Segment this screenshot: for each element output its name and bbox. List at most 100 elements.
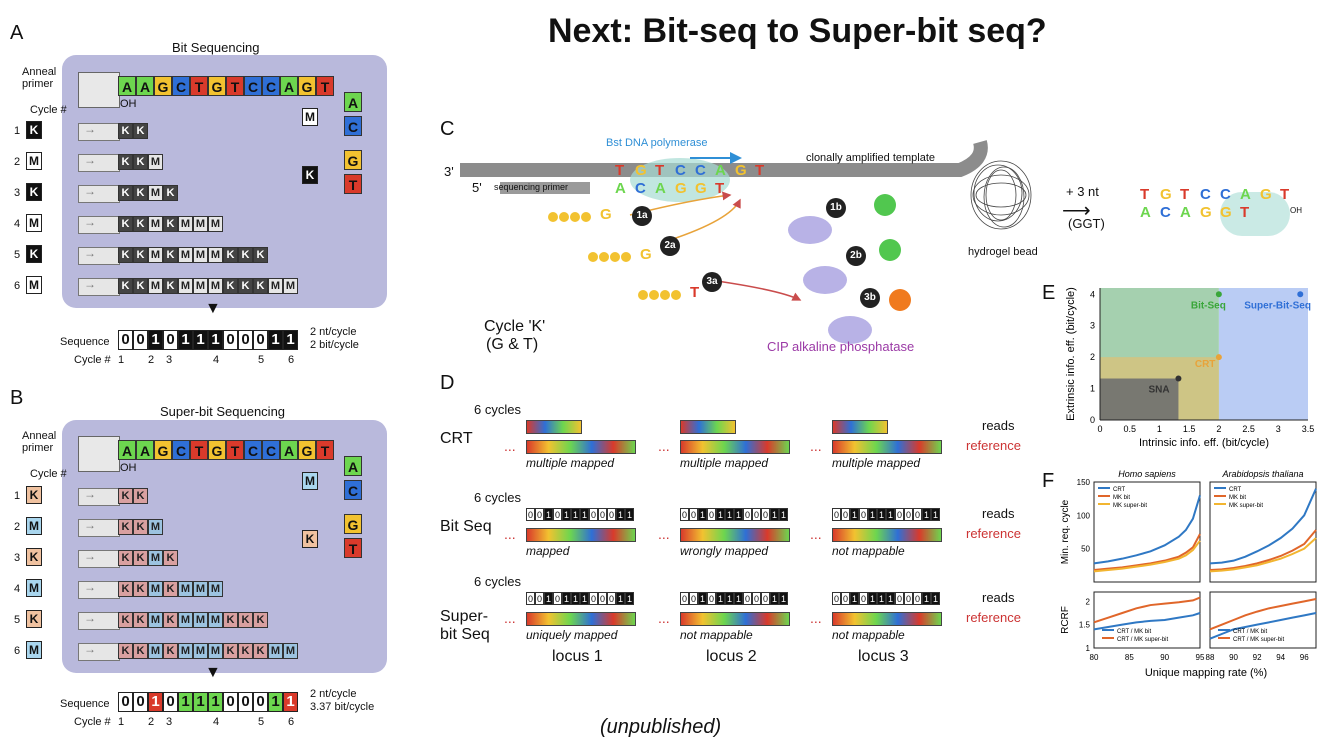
legend-entry: CRT / MK bit bbox=[1117, 629, 1151, 635]
extended-base: K bbox=[253, 247, 268, 263]
reference-bar bbox=[526, 612, 636, 626]
template-base: G bbox=[154, 76, 172, 96]
panel-d-label: D bbox=[440, 372, 455, 394]
series-line bbox=[1093, 540, 1201, 573]
extended-base: K bbox=[238, 612, 253, 628]
polymerase-label: Bst DNA polymerase bbox=[606, 137, 708, 149]
extended-base: M bbox=[148, 185, 163, 201]
strand-base: T bbox=[715, 180, 725, 197]
left-x-tick: 80 bbox=[1090, 653, 1099, 662]
read-bit: 1 bbox=[580, 592, 589, 605]
five-prime-label: 5' bbox=[472, 180, 482, 195]
extended-base: K bbox=[118, 612, 133, 628]
sequence-bit: 1 bbox=[148, 692, 163, 712]
template-base: A bbox=[136, 440, 154, 460]
sequence-bit: 0 bbox=[118, 692, 133, 712]
read-bit: 0 bbox=[535, 592, 544, 605]
sequence-bit: 1 bbox=[193, 692, 208, 712]
arrow-2a bbox=[669, 198, 741, 241]
read-bit: 0 bbox=[707, 508, 716, 521]
phosphatase-blob-2 bbox=[803, 266, 847, 294]
row-name: Bit Seq bbox=[440, 518, 492, 535]
read-bit: 0 bbox=[707, 592, 716, 605]
extended-base: M bbox=[178, 216, 193, 232]
cycle-arrow-icon: → bbox=[84, 580, 96, 594]
dots-separator: ... bbox=[504, 438, 516, 454]
panel-b-title: Super-bit Sequencing bbox=[160, 404, 286, 419]
rate-a-1: 2 nt/cycle bbox=[310, 326, 357, 338]
extended-base: K bbox=[133, 185, 148, 201]
extended-base: K bbox=[163, 247, 178, 263]
strand-base: G bbox=[1220, 204, 1232, 221]
cycle-number-label: 5 bbox=[258, 716, 265, 728]
read-bit: 1 bbox=[698, 592, 707, 605]
legend-base: C bbox=[344, 116, 362, 136]
extended-base: M bbox=[193, 581, 208, 597]
read-bit: 0 bbox=[689, 592, 698, 605]
extended-base: M bbox=[148, 643, 163, 659]
locus-annotation: uniquely mapped bbox=[526, 628, 618, 642]
reference-bar bbox=[832, 528, 942, 542]
sequence-bit: 0 bbox=[163, 692, 178, 712]
template-base: T bbox=[316, 76, 334, 96]
y-tick: 0 bbox=[1090, 415, 1095, 425]
extended-base: M bbox=[208, 612, 223, 628]
cycle-arrow-icon: → bbox=[84, 122, 96, 136]
x-tick: 2 bbox=[1216, 424, 1221, 434]
read-bit: 1 bbox=[770, 592, 779, 605]
cycle-arrow-icon: → bbox=[84, 549, 96, 563]
legend-base: T bbox=[344, 538, 362, 558]
sequence-bit: 0 bbox=[133, 692, 148, 712]
template-base: C bbox=[244, 76, 262, 96]
extended-base: K bbox=[163, 643, 178, 659]
right-x-tick: 94 bbox=[1276, 653, 1285, 662]
extended-base: K bbox=[118, 185, 133, 201]
read-bit: 1 bbox=[868, 508, 877, 521]
strand-base: C bbox=[1200, 186, 1211, 203]
strand-base: G bbox=[635, 162, 647, 179]
cycle-arrow-icon: → bbox=[84, 184, 96, 198]
read-bit: 0 bbox=[895, 592, 904, 605]
strand-base: T bbox=[615, 162, 625, 179]
right-x-tick: 90 bbox=[1229, 653, 1238, 662]
sequence-bit: 1 bbox=[178, 692, 193, 712]
phosphate-dot bbox=[581, 212, 591, 222]
f-y-label-top: Min. req. cycle bbox=[1060, 499, 1071, 564]
read-bit: 0 bbox=[904, 508, 913, 521]
extended-base: M bbox=[208, 643, 223, 659]
legend-base: T bbox=[344, 174, 362, 194]
cycle-nucleotide-box: M bbox=[26, 152, 42, 170]
read-bit: 1 bbox=[616, 592, 625, 605]
series-line bbox=[1209, 612, 1317, 640]
region-point bbox=[1297, 291, 1304, 298]
extended-base: M bbox=[178, 581, 193, 597]
f-y-label-bottom: RCRF bbox=[1060, 606, 1071, 634]
panel-a-label: A bbox=[10, 22, 24, 44]
read-bit: 0 bbox=[589, 592, 598, 605]
read-bit: 1 bbox=[779, 592, 788, 605]
legend-base: C bbox=[344, 480, 362, 500]
y-tick: 4 bbox=[1090, 289, 1095, 299]
template-base: G bbox=[208, 440, 226, 460]
cycle-nucleotide-box: K bbox=[26, 548, 42, 566]
strand-base: T bbox=[1140, 186, 1150, 203]
fluorophore-2b bbox=[879, 239, 901, 261]
sequence-bit: 0 bbox=[223, 330, 238, 350]
template-base: C bbox=[262, 76, 280, 96]
read-bit: 0 bbox=[832, 508, 841, 521]
extended-base: K bbox=[133, 247, 148, 263]
read-bit: 1 bbox=[922, 592, 931, 605]
cycle-nucleotide-box: M bbox=[26, 276, 42, 294]
read-bit: 0 bbox=[752, 508, 761, 521]
nucleotide-letter: G bbox=[600, 206, 612, 223]
primer-block bbox=[78, 72, 120, 108]
cycles-label: 6 cycles bbox=[474, 490, 521, 505]
step-badge: 2a bbox=[660, 236, 680, 256]
extended-base: M bbox=[148, 519, 163, 535]
cycle-number: 4 bbox=[14, 583, 21, 595]
right-x-tick: 96 bbox=[1300, 653, 1309, 662]
cycle-header-a: Cycle # bbox=[30, 104, 67, 116]
read-bit: 0 bbox=[913, 592, 922, 605]
